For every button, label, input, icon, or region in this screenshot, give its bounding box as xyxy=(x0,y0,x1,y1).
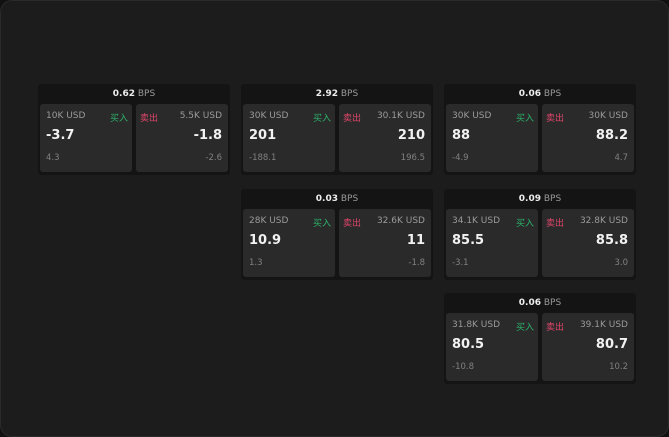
buy-panel[interactable]: 30K USD 买入 88 -4.9 xyxy=(446,104,538,172)
ask-change: 3.0 xyxy=(614,258,628,268)
sell-panel[interactable]: 卖出 30K USD 88.2 4.7 xyxy=(542,104,634,172)
bid-size: 10K USD xyxy=(46,111,86,121)
bid-change: 4.3 xyxy=(46,153,60,163)
bid-size: 30K USD xyxy=(249,111,289,121)
bid-size: 31.8K USD xyxy=(452,320,501,330)
sell-panel[interactable]: 卖出 5.5K USD -1.8 -2.6 xyxy=(136,104,228,172)
buy-panel[interactable]: 34.1K USD 买入 85.5 -3.1 xyxy=(446,209,538,277)
ask-size: 30K USD xyxy=(588,111,628,121)
ask-change: 4.7 xyxy=(614,153,628,163)
buy-label: 买入 xyxy=(109,114,128,124)
quote-card: 0.06 BPS 30K USD 买入 88 -4.9 卖出 30K USD 8… xyxy=(444,84,636,175)
sell-panel[interactable]: 卖出 30.1K USD 210 196.5 xyxy=(339,104,431,172)
sell-label: 卖出 xyxy=(546,323,565,333)
spread-header: 2.92 BPS xyxy=(241,84,433,104)
buy-panel[interactable]: 30K USD 买入 201 -188.1 xyxy=(243,104,335,172)
buy-label: 买入 xyxy=(515,114,534,124)
quote-card: 0.03 BPS 28K USD 买入 10.9 1.3 卖出 32.6K US… xyxy=(241,189,433,280)
spread-header: 0.06 BPS xyxy=(444,293,636,313)
sell-panel[interactable]: 卖出 32.6K USD 11 -1.8 xyxy=(339,209,431,277)
bid-change: -188.1 xyxy=(249,153,277,163)
quote-card: 0.06 BPS 31.8K USD 买入 80.5 -10.8 卖出 39.1… xyxy=(444,293,636,384)
bid-change: -4.9 xyxy=(452,153,469,163)
ask-price: 11 xyxy=(406,233,425,248)
sell-label: 卖出 xyxy=(546,219,565,229)
sell-label: 卖出 xyxy=(343,219,362,229)
quote-card: 0.09 BPS 34.1K USD 买入 85.5 -3.1 卖出 32.8K… xyxy=(444,189,636,280)
ask-price: 80.7 xyxy=(595,337,628,352)
buy-panel[interactable]: 28K USD 买入 10.9 1.3 xyxy=(243,209,335,277)
quote-card: 0.62 BPS 10K USD 买入 -3.7 4.3 卖出 5.5K USD… xyxy=(38,84,230,175)
buy-label: 买入 xyxy=(312,219,331,229)
ask-price: 85.8 xyxy=(595,233,628,248)
quote-card: 2.92 BPS 30K USD 买入 201 -188.1 卖出 30.1K … xyxy=(241,84,433,175)
spread-unit: BPS xyxy=(543,89,562,99)
spread-unit: BPS xyxy=(543,194,562,204)
buy-label: 买入 xyxy=(515,323,534,333)
buy-panel[interactable]: 10K USD 买入 -3.7 4.3 xyxy=(40,104,132,172)
spread-value: 0.06 xyxy=(518,89,541,99)
bid-price: 80.5 xyxy=(452,337,485,352)
sell-label: 卖出 xyxy=(140,114,159,124)
spread-value: 0.62 xyxy=(112,89,135,99)
bid-size: 30K USD xyxy=(452,111,492,121)
spread-header: 0.06 BPS xyxy=(444,84,636,104)
spread-header: 0.03 BPS xyxy=(241,189,433,209)
spread-value: 0.06 xyxy=(518,298,541,308)
ask-change: 10.2 xyxy=(609,362,628,372)
buy-label: 买入 xyxy=(515,219,534,229)
buy-panel[interactable]: 31.8K USD 买入 80.5 -10.8 xyxy=(446,313,538,381)
ask-size: 39.1K USD xyxy=(579,320,628,330)
spread-header: 0.62 BPS xyxy=(38,84,230,104)
spread-unit: BPS xyxy=(137,89,156,99)
ask-change: 196.5 xyxy=(400,153,425,163)
ask-price: 210 xyxy=(397,128,425,143)
sell-panel[interactable]: 卖出 39.1K USD 80.7 10.2 xyxy=(542,313,634,381)
ask-change: -1.8 xyxy=(408,258,425,268)
ask-change: -2.6 xyxy=(205,153,222,163)
bid-size: 34.1K USD xyxy=(452,216,501,226)
bid-price: -3.7 xyxy=(46,128,75,143)
ask-size: 5.5K USD xyxy=(179,111,222,121)
bid-price: 88 xyxy=(452,128,471,143)
spread-value: 0.09 xyxy=(518,194,541,204)
ask-size: 30.1K USD xyxy=(376,111,425,121)
ask-size: 32.6K USD xyxy=(376,216,425,226)
bid-price: 10.9 xyxy=(249,233,282,248)
ask-price: 88.2 xyxy=(595,128,628,143)
bid-change: -3.1 xyxy=(452,258,469,268)
sell-label: 卖出 xyxy=(343,114,362,124)
spread-value: 0.03 xyxy=(315,194,338,204)
spread-unit: BPS xyxy=(340,194,359,204)
buy-label: 买入 xyxy=(312,114,331,124)
ask-price: -1.8 xyxy=(193,128,222,143)
spread-value: 2.92 xyxy=(315,89,338,99)
ask-size: 32.8K USD xyxy=(579,216,628,226)
spread-header: 0.09 BPS xyxy=(444,189,636,209)
bid-size: 28K USD xyxy=(249,216,289,226)
sell-label: 卖出 xyxy=(546,114,565,124)
sell-panel[interactable]: 卖出 32.8K USD 85.8 3.0 xyxy=(542,209,634,277)
spread-unit: BPS xyxy=(340,89,359,99)
bid-change: -10.8 xyxy=(452,362,474,372)
spread-unit: BPS xyxy=(543,298,562,308)
bid-price: 201 xyxy=(249,128,277,143)
bid-change: 1.3 xyxy=(249,258,263,268)
bid-price: 85.5 xyxy=(452,233,485,248)
